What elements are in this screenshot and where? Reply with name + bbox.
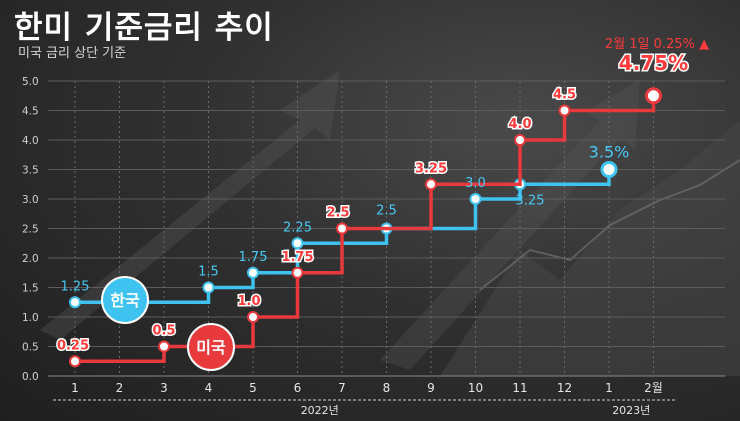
series-badge-korea: [101, 276, 149, 324]
data-point: [69, 296, 81, 309]
data-label: 1.75: [281, 250, 313, 265]
data-point: [247, 266, 259, 279]
x-tick-label: 6: [294, 381, 302, 395]
y-tick-label: 4.0: [22, 135, 39, 147]
bg-area: [440, 120, 740, 376]
chart-subtitle: 미국 금리 상단 기준: [18, 46, 127, 61]
y-tick-label: 5.0: [22, 76, 39, 88]
y-tick-label: 2.5: [22, 224, 39, 236]
data-label: 2.5: [326, 206, 349, 221]
data-label: 1.75: [239, 250, 268, 265]
axes: 0.00.51.01.52.02.53.03.54.04.55.01 2 3 4 5 6 7…: [22, 76, 725, 417]
series-badge-label: 미국: [196, 338, 226, 357]
x-tick-label: 9: [427, 381, 435, 395]
data-point: [158, 340, 170, 353]
x-tick-label: 2월: [644, 381, 663, 395]
data-point: [336, 222, 348, 235]
x-tick-label: 7: [338, 381, 346, 395]
chart-title: 한미 기준금리 추이: [14, 10, 274, 46]
data-point: [247, 311, 259, 323]
data-label: 3.5%: [589, 143, 630, 162]
y-tick-label: 3.0: [22, 194, 39, 206]
data-label: 4.75%: [619, 51, 688, 75]
series-badge-us: [187, 323, 235, 371]
y-tick-label: 1.0: [22, 312, 39, 324]
data-label: 1.0: [237, 294, 260, 309]
y-tick-label: 1.5: [22, 283, 39, 295]
year-label: 2022년: [301, 404, 339, 417]
data-label: 0.5: [152, 324, 175, 339]
background-arrows: [40, 70, 740, 376]
x-tick-label: 12: [557, 381, 572, 395]
data-point: [469, 193, 482, 205]
data-label: 1.5: [198, 265, 219, 280]
data-point: [558, 104, 571, 117]
x-tick-label: 4: [205, 381, 213, 395]
x-tick-label: 11: [512, 381, 527, 395]
data-point: [425, 178, 437, 191]
y-tick-label: 0.5: [22, 342, 39, 354]
y-tick-label: 0.0: [22, 371, 39, 383]
data-point: [600, 161, 618, 178]
data-point: [291, 266, 304, 279]
data-point: [69, 355, 81, 368]
x-tick-label: 8: [383, 381, 391, 395]
data-point: [645, 87, 662, 105]
x-tick-label: 1: [605, 381, 613, 395]
data-label: 2.25: [283, 220, 312, 235]
x-tick-label: 1: [71, 381, 79, 395]
data-label: 2.5: [376, 204, 397, 219]
data-label: 4.5: [553, 88, 576, 103]
bg-arrow: [380, 80, 640, 370]
data-label: 4.0: [508, 117, 531, 132]
data-point: [291, 237, 304, 250]
data-point: [202, 281, 215, 294]
data-point: [514, 134, 526, 146]
rate-hike-annotation: 2월 1일 0.25% ▲: [605, 37, 709, 52]
x-tick-label: 2: [116, 381, 124, 395]
series-badge-label: 한국: [110, 291, 140, 310]
y-tick-label: 2.0: [22, 253, 39, 265]
y-tick-label: 3.5: [22, 165, 39, 177]
data-label: 1.25: [61, 279, 90, 294]
bg-arrow: [40, 70, 340, 340]
x-tick-label: 10: [468, 381, 483, 395]
data-label: 3.0: [465, 176, 486, 191]
x-tick-label: 3: [160, 381, 168, 395]
bg-trend-line: [479, 159, 740, 291]
data-label: 3.25: [415, 161, 447, 176]
data-label: 3.25: [516, 193, 545, 208]
x-tick-label: 5: [249, 381, 257, 395]
y-tick-label: 4.5: [22, 106, 39, 118]
labels-layer: 1.25 1.5 1.75 2.25 2.5 3.0 3.25 3.5% 0.25 0.5 1.0 1…: [55, 37, 709, 371]
data-label: 0.25: [57, 338, 89, 353]
year-label: 2023년: [612, 404, 650, 417]
